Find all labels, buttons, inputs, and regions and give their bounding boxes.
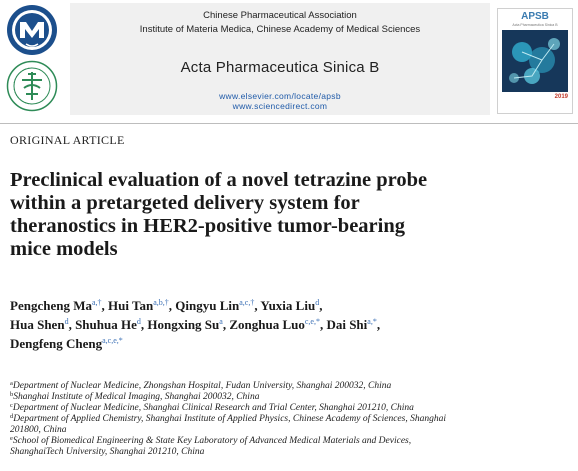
- author-affiliation-marker[interactable]: a,c,†: [239, 298, 255, 307]
- author[interactable]: Pengcheng Maa,†: [10, 298, 102, 313]
- title-line: Preclinical evaluation of a novel tetraz…: [10, 169, 428, 191]
- author-row: Dengfeng Chenga,c,e,*: [10, 334, 578, 353]
- author[interactable]: Shuhua Hed: [75, 317, 141, 332]
- author-affiliation-marker[interactable]: a,c,e,*: [102, 336, 123, 345]
- author-affiliation-marker[interactable]: a: [219, 317, 223, 326]
- author-affiliation-marker[interactable]: d: [315, 298, 320, 307]
- author[interactable]: Yuxia Liud: [260, 298, 320, 313]
- logo-column: [6, 4, 62, 112]
- affiliation-item-continued: 201800, China: [10, 425, 67, 435]
- author-affiliation-marker[interactable]: d: [136, 317, 141, 326]
- author[interactable]: Qingyu Lina,c,†: [175, 298, 255, 313]
- chinese-pharmaceutical-association-logo: [7, 5, 57, 55]
- author-affiliation-marker[interactable]: a,b,†: [153, 298, 169, 307]
- chinese-academy-medical-sciences-logo: [6, 60, 58, 112]
- cover-molecule-image: [502, 30, 568, 92]
- affiliation-item: eSchool of Biomedical Engineering & Stat…: [10, 435, 412, 446]
- author-row: Pengcheng Maa,†, Hui Tana,b,†, Qingyu Li…: [10, 298, 323, 313]
- header-band: Chinese Pharmaceutical Association Insti…: [70, 3, 490, 115]
- author[interactable]: Hongxing Sua: [147, 317, 223, 332]
- journal-header: Chinese Pharmaceutical Association Insti…: [0, 0, 578, 118]
- author[interactable]: Zonghua Luoc,e,*: [229, 317, 320, 332]
- cover-title: APSB: [521, 11, 549, 22]
- cover-subtitle: Acta Pharmaceutica Sinica B: [512, 23, 558, 27]
- article-title: Preclinical evaluation of a novel tetraz…: [10, 169, 575, 261]
- cover-year: 2019: [554, 94, 568, 100]
- affiliation-item-continued: ShanghaiTech University, Shanghai 201210…: [10, 447, 205, 457]
- sciencedirect-link[interactable]: www.sciencedirect.com: [232, 101, 328, 111]
- institute-name: Institute of Materia Medica, Chinese Aca…: [139, 24, 421, 35]
- affiliation-item: dDepartment of Applied Chemistry, Shangh…: [10, 413, 446, 424]
- author[interactable]: Hui Tana,b,†: [108, 298, 169, 313]
- article-type: ORIGINAL ARTICLE: [10, 133, 125, 147]
- author-affiliation-marker[interactable]: c,e,*: [304, 317, 320, 326]
- affiliation-list: aDepartment of Nuclear Medicine, Zhongsh…: [10, 380, 576, 458]
- affiliation-item: bShanghai Institute of Medical Imaging, …: [10, 391, 260, 402]
- author[interactable]: Dengfeng Chenga,c,e,*: [10, 336, 123, 351]
- author-affiliation-marker[interactable]: a,†: [91, 298, 102, 307]
- journal-cover-thumbnail[interactable]: APSB Acta Pharmaceutica Sinica B 2019: [497, 8, 573, 114]
- author-row: Hua Shend, Shuhua Hed, Hongxing Sua, Zon…: [10, 317, 381, 332]
- author-list: Pengcheng Maa,†, Hui Tana,b,†, Qingyu Li…: [10, 296, 578, 353]
- elsevier-link[interactable]: www.elsevier.com/locate/apsb: [219, 91, 341, 101]
- title-line: theranostics in HER2-positive tumor-bear…: [10, 215, 405, 237]
- journal-name: Acta Pharmaceutica Sinica B: [180, 59, 380, 76]
- association-name: Chinese Pharmaceutical Association: [203, 10, 357, 21]
- affiliation-item: cDepartment of Nuclear Medicine, Shangha…: [10, 402, 414, 413]
- affiliation-item: aDepartment of Nuclear Medicine, Zhongsh…: [10, 380, 392, 391]
- author[interactable]: Hua Shend: [10, 317, 69, 332]
- title-line: mice models: [10, 238, 118, 260]
- author[interactable]: Dai Shia,*: [326, 317, 377, 332]
- author-affiliation-marker[interactable]: d: [64, 317, 69, 326]
- author-affiliation-marker[interactable]: a,*: [367, 317, 377, 326]
- title-line: within a pretargeted delivery system for: [10, 192, 360, 214]
- header-divider: [0, 123, 578, 124]
